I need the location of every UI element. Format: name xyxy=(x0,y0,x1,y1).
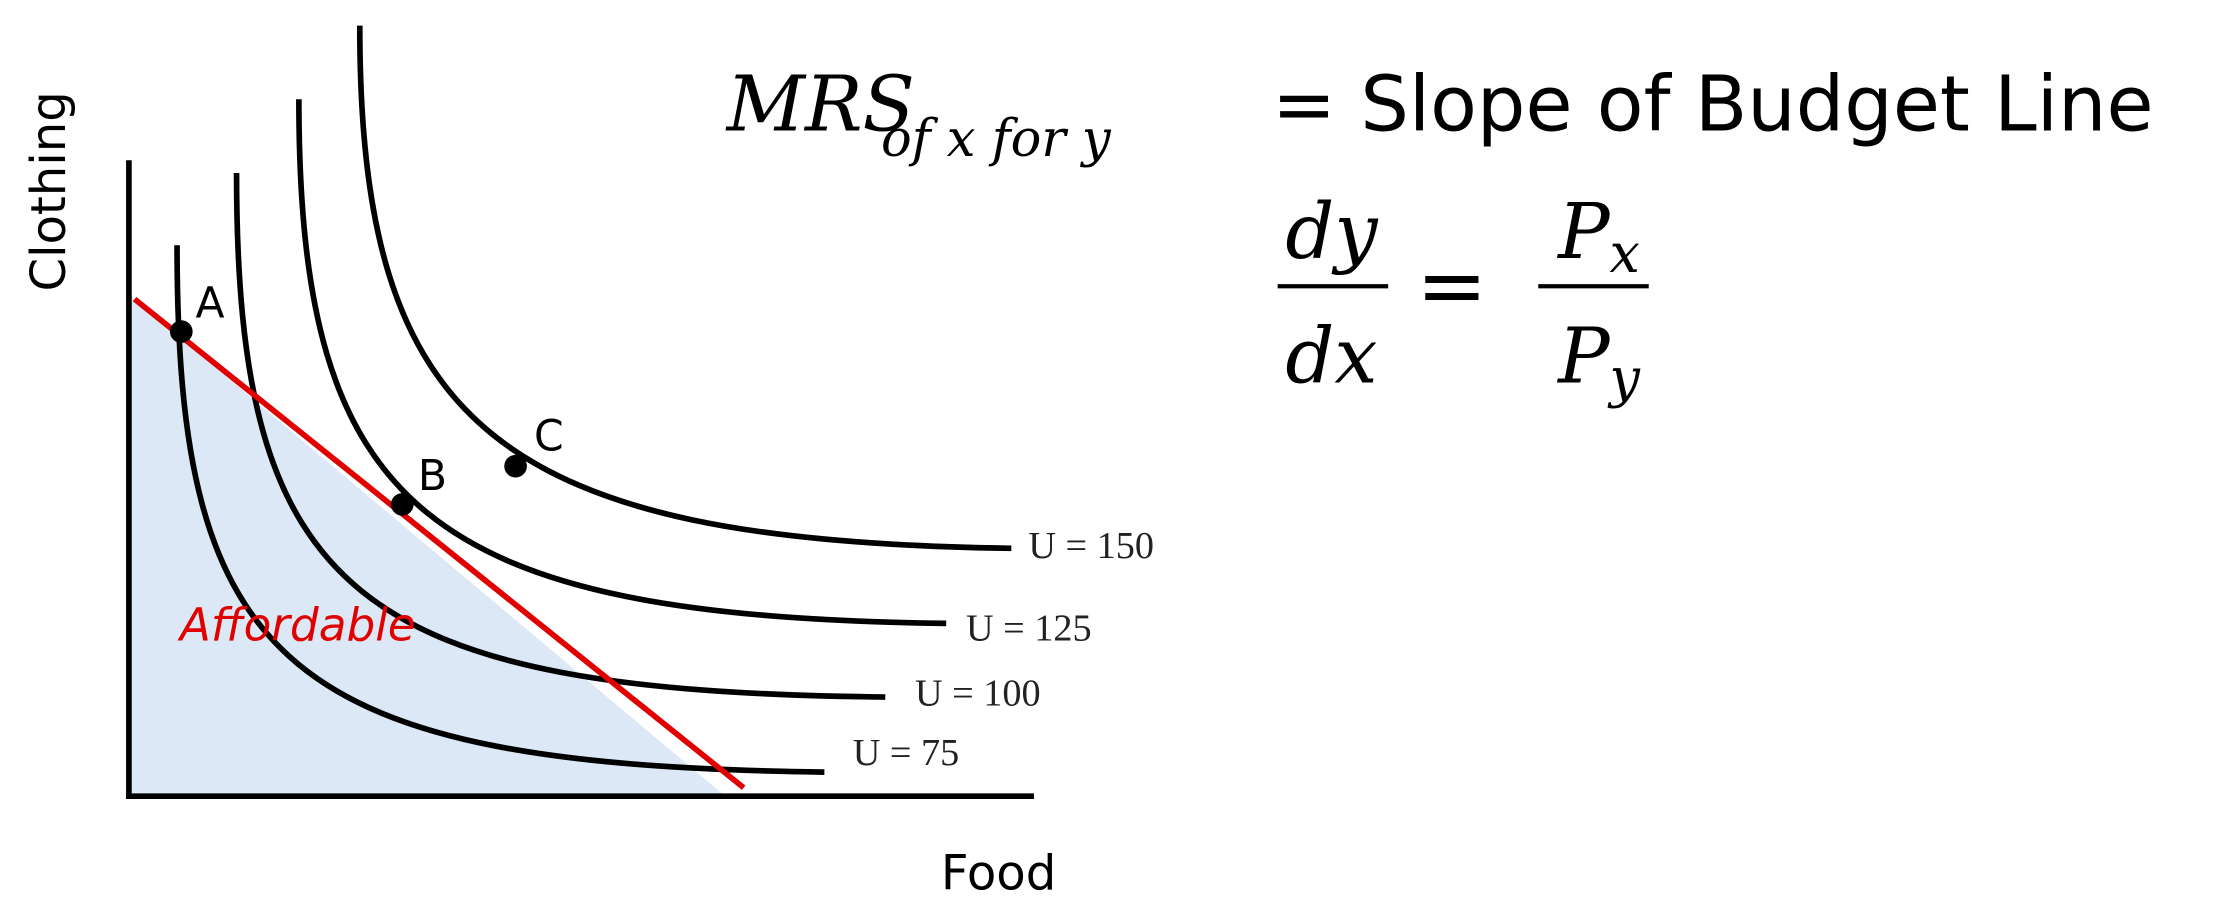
point-b xyxy=(390,493,414,516)
point-b-label: B xyxy=(418,452,447,501)
curve-label-150: U = 150 xyxy=(1028,525,1154,567)
dx-denominator: dx xyxy=(1285,313,1377,402)
indifference-curve-125 xyxy=(296,99,947,627)
indifference-curve-100 xyxy=(233,172,886,700)
px-numerator: Px xyxy=(1556,188,1640,285)
mrs-symbol: MRS xyxy=(725,60,915,149)
affordable-label: Affordable xyxy=(177,598,416,651)
slope-of-budget-line: = Slope of Budget Line xyxy=(1272,60,2154,149)
py-subscript: y xyxy=(1608,347,1641,410)
curve-label-100: U = 100 xyxy=(915,673,1041,715)
indifference-curve-75 xyxy=(174,245,825,775)
y-axis-label: Clothing xyxy=(21,91,77,291)
point-a xyxy=(169,320,193,343)
budget-line xyxy=(132,296,746,790)
curve-label-125: U = 125 xyxy=(966,607,1092,649)
point-a-label: A xyxy=(195,279,224,328)
dy-numerator: dy xyxy=(1285,188,1378,277)
indifference-curve-150 xyxy=(356,25,1012,552)
x-axis-label: Food xyxy=(941,846,1056,902)
equals-sign: = xyxy=(1416,237,1487,336)
curve-label-75: U = 75 xyxy=(853,732,960,774)
point-c-label: C xyxy=(534,413,564,462)
px-subscript: x xyxy=(1610,222,1640,285)
py-denominator: Py xyxy=(1556,313,1640,410)
mrs-subscript: of x for y xyxy=(881,110,1112,169)
point-c xyxy=(504,454,527,478)
